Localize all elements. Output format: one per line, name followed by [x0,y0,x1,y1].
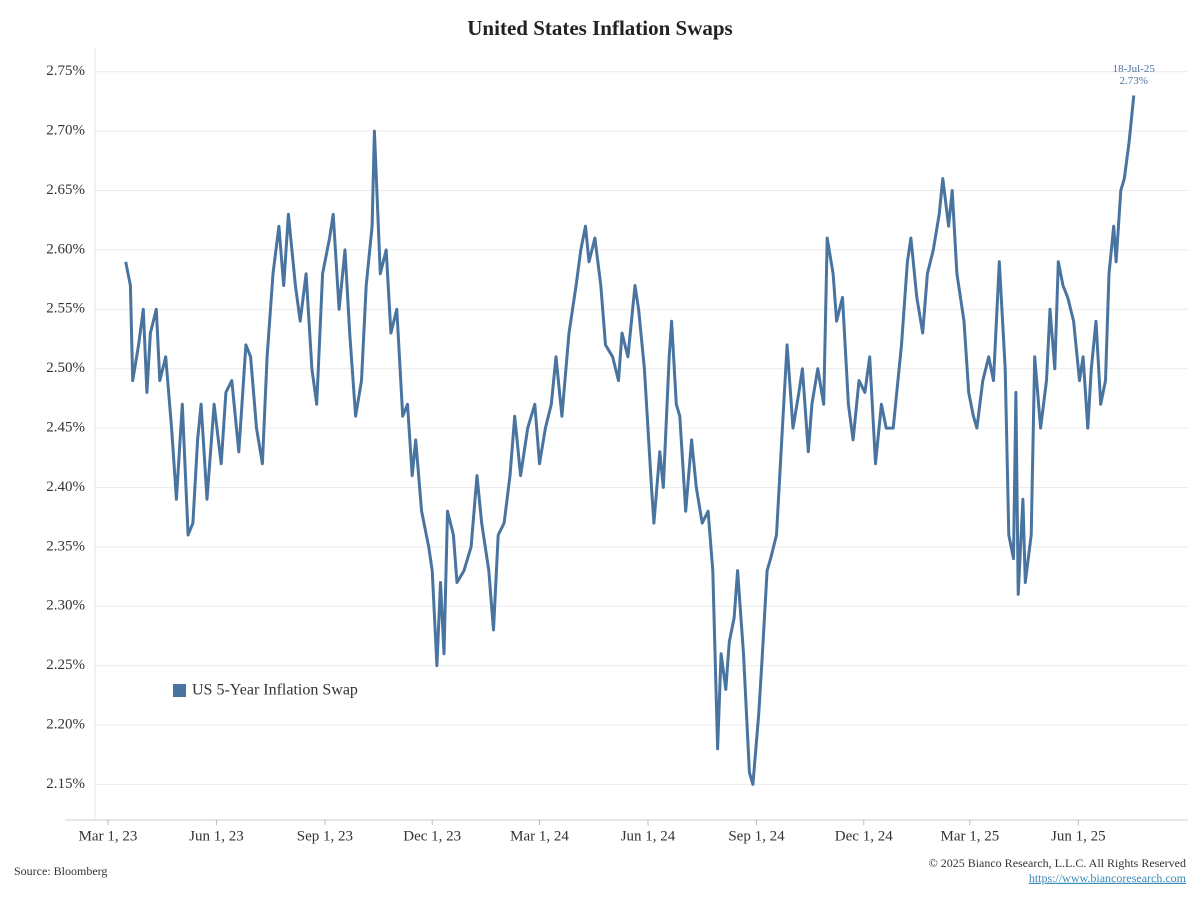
y-tick-label: 2.40% [46,479,85,495]
chart-title: United States Inflation Swaps [467,16,732,40]
y-tick-label: 2.75% [46,63,85,79]
copyright: © 2025 Bianco Research, L.L.C. All Right… [929,856,1186,870]
x-tick-label: Jun 1, 24 [621,828,676,844]
x-tick-label: Mar 1, 24 [510,828,569,844]
x-tick-label: Sep 1, 24 [728,828,785,844]
website-link[interactable]: https://www.biancoresearch.com [1029,871,1187,885]
y-tick-label: 2.45% [46,419,85,435]
x-tick-label: Mar 1, 23 [79,828,138,844]
y-tick-label: 2.35% [46,538,85,554]
y-tick-label: 2.30% [46,598,85,614]
y-tick-label: 2.70% [46,123,85,139]
legend-swatch [173,684,186,697]
source: Source: Bloomberg [14,864,107,878]
y-tick-label: 2.25% [46,657,85,673]
y-tick-label: 2.65% [46,182,85,198]
x-tick-label: Dec 1, 24 [835,828,893,844]
y-tick-label: 2.15% [46,776,85,792]
x-tick-label: Sep 1, 23 [297,828,353,844]
annotation-date: 18-Jul-25 [1113,63,1156,75]
x-tick-label: Jun 1, 23 [189,828,244,844]
x-tick-label: Jun 1, 25 [1051,828,1106,844]
legend-label: US 5-Year Inflation Swap [192,682,358,699]
y-tick-label: 2.55% [46,301,85,317]
x-tick-label: Dec 1, 23 [403,828,461,844]
y-tick-label: 2.50% [46,360,85,376]
x-tick-label: Mar 1, 25 [940,828,999,844]
y-tick-label: 2.60% [46,241,85,257]
series-line [124,95,1136,786]
annotation-value: 2.73% [1120,75,1148,87]
y-tick-label: 2.20% [46,716,85,732]
